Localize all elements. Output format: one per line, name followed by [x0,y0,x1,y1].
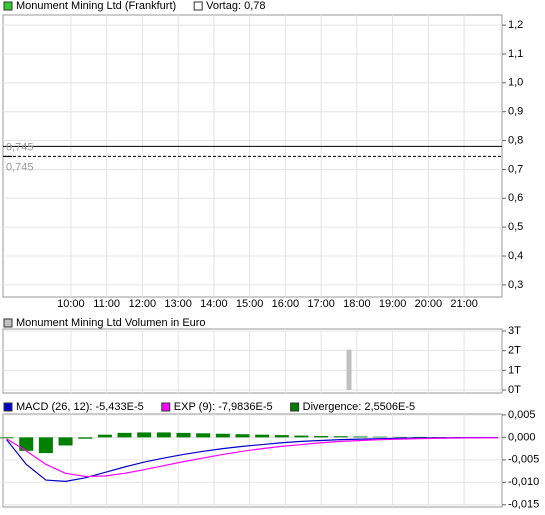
y-tick-label: -0,005 [508,454,539,466]
y-tick-label: 0,7 [508,163,523,175]
legend-label: MACD (26, 12): -5,433E-5 [16,401,144,413]
bar [97,434,112,438]
bar [373,436,388,438]
plot-area [2,328,503,394]
legend-label: Monument Mining Ltd Volumen in Euro [16,317,206,329]
legend-swatch [290,402,300,412]
bar [333,436,348,438]
bar [19,437,34,451]
y-tick-label: 0,5 [508,221,523,233]
legend-label: EXP (9): -7,9836E-5 [174,401,273,413]
y-tick-label: 0,9 [508,106,523,118]
y-tick-label: 3T [508,325,521,337]
x-tick-label: 21:00 [450,298,478,310]
bar [38,437,53,454]
legend-swatch [161,402,171,412]
x-tick-label: 17:00 [307,298,335,310]
x-tick-label: 14:00 [200,298,228,310]
x-tick-label: 15:00 [236,298,264,310]
y-tick-label: 1,0 [508,77,523,89]
x-tick-label: 18:00 [343,298,371,310]
x-tick-label: 20:00 [415,298,443,310]
x-tick-label: 11:00 [93,298,120,310]
y-tick-label: 1T [508,364,521,376]
y-tick-label: 1,1 [508,48,523,60]
plot-area [2,14,503,298]
last-price-label: 0,745 [6,141,34,153]
last-price-label: 0,745 [6,161,34,173]
legend-swatch [3,402,13,412]
legend-swatch [3,1,13,11]
y-tick-label: 0,3 [508,279,523,291]
x-tick-label: 12:00 [129,298,157,310]
y-tick-label: 0T [508,384,521,396]
x-tick-label: 13:00 [164,298,192,310]
y-tick-label: 0,8 [508,134,523,146]
y-tick-label: 0,6 [508,192,523,204]
x-tick-label: 16:00 [272,298,300,310]
bar [176,432,191,438]
legend-label: Monument Mining Ltd (Frankfurt) [16,0,176,12]
bar [117,432,132,438]
legend-label: Divergence: 2,5506E-5 [303,401,416,413]
bar [156,432,171,438]
legend-label: Vortag: 0,78 [206,0,265,12]
bar [235,434,250,438]
bar [215,433,230,438]
legend-swatch [3,318,13,328]
x-tick-label: 10:00 [57,298,85,310]
y-tick-label: -0,015 [508,499,539,511]
legend-swatch [193,1,203,11]
x-tick-label: 19:00 [379,298,407,310]
y-tick-label: -0,010 [508,476,539,488]
bar [78,437,93,439]
y-tick-label: 0,4 [508,250,523,262]
y-tick-label: 2T [508,345,521,357]
series-line [6,437,499,478]
bar [274,435,289,438]
y-tick-label: 0,005 [508,409,536,421]
y-tick-label: 1,2 [508,19,523,31]
bar [0,437,14,439]
bar [353,436,368,438]
bar [58,437,73,446]
bar [294,435,309,438]
plot-area [2,413,503,508]
bar [346,349,352,391]
bar [137,432,152,438]
bar [255,434,270,438]
bar [314,436,329,438]
y-tick-label: 0,000 [508,431,536,443]
bar [196,433,211,438]
